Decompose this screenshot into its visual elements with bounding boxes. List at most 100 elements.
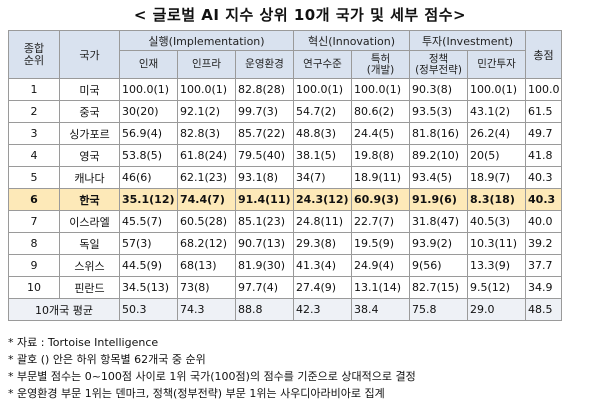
cell-env: 85.1(23) <box>235 210 294 233</box>
cell-total: 40.3 <box>525 166 563 189</box>
cell-talent: 53.8(5) <box>119 144 178 167</box>
cell-private: 18.9(7) <box>466 166 527 189</box>
note-first-places: * 운영환경 부문 1위는 덴마크, 정책(정부전략) 부문 1위는 사우디아라… <box>8 387 385 400</box>
note-scoring: * 부문별 점수는 0~100점 사이로 1위 국가(100점)의 점수를 기준… <box>8 370 416 383</box>
cell-private: 26.2(4) <box>466 122 527 145</box>
cell-rank: 9 <box>8 254 60 277</box>
table-row: 7 이스라엘 45.5(7) 60.5(28) 85.1(23) 24.8(11) 22.7… <box>8 210 563 233</box>
cell-patent: 18.9(11) <box>351 166 410 189</box>
header-talent: 인재 <box>119 50 178 79</box>
cell-env: 85.7(22) <box>235 122 294 145</box>
cell-country: 스위스 <box>59 254 120 277</box>
cell-policy: 93.9(2) <box>409 232 468 255</box>
header-country: 국가 <box>59 30 120 79</box>
cell-total: 40.0 <box>525 210 563 233</box>
header-patent-label: 특허 (개발) <box>366 52 395 76</box>
cell-env: 90.7(13) <box>235 232 294 255</box>
cell-research: 29.3(8) <box>293 232 352 255</box>
table-row: 1 미국 100.0(1) 100.0(1) 82.8(28) 100.0(1) 100.0… <box>8 78 563 101</box>
header-rank-label: 종합 순위 <box>23 41 45 67</box>
cell-country: 미국 <box>59 78 120 101</box>
cell-country: 핀란드 <box>59 276 120 299</box>
cell-private: 8.3(18) <box>466 188 527 211</box>
cell-policy: 31.8(47) <box>409 210 468 233</box>
cell-country: 영국 <box>59 144 120 167</box>
cell-patent: 19.8(8) <box>351 144 410 167</box>
cell-total: 40.3 <box>525 188 563 211</box>
average-total: 48.5 <box>525 298 563 321</box>
cell-talent: 34.5(13) <box>119 276 178 299</box>
header-env: 운영환경 <box>235 50 294 79</box>
cell-env: 82.8(28) <box>235 78 294 101</box>
cell-patent: 80.6(2) <box>351 100 410 123</box>
average-policy: 75.8 <box>409 298 468 321</box>
average-talent: 50.3 <box>119 298 178 321</box>
cell-env: 97.7(4) <box>235 276 294 299</box>
cell-country: 중국 <box>59 100 120 123</box>
cell-infra: 92.1(2) <box>177 100 236 123</box>
cell-infra: 74.4(7) <box>177 188 236 211</box>
header-total: 총점 <box>525 30 563 79</box>
header-group-row: 종합 순위 국가 실행(Implementation) 혁신(Innovatio… <box>8 30 563 79</box>
cell-env: 81.9(30) <box>235 254 294 277</box>
header-research: 연구수준 <box>293 50 352 79</box>
average-label: 10개국 평균 <box>8 298 120 321</box>
score-table: 종합 순위 국가 실행(Implementation) 혁신(Innovatio… <box>8 30 563 321</box>
cell-env: 99.7(3) <box>235 100 294 123</box>
cell-env: 79.5(40) <box>235 144 294 167</box>
header-innovation: 혁신(Innovation) <box>293 30 410 51</box>
cell-infra: 68.2(12) <box>177 232 236 255</box>
cell-patent: 24.9(4) <box>351 254 410 277</box>
cell-policy: 89.2(10) <box>409 144 468 167</box>
cell-country: 이스라엘 <box>59 210 120 233</box>
cell-rank: 7 <box>8 210 60 233</box>
cell-private: 13.3(9) <box>466 254 527 277</box>
header-rank: 종합 순위 <box>8 30 60 79</box>
cell-patent: 22.7(7) <box>351 210 410 233</box>
cell-country: 한국 <box>59 188 120 211</box>
cell-country: 독일 <box>59 232 120 255</box>
cell-private: 40.5(3) <box>466 210 527 233</box>
table-row: 5 캐나다 46(6) 62.1(23) 93.1(8) 34(7) 18.9(11) 93.… <box>8 166 563 189</box>
header-policy-label: 정책 (정부전략) <box>415 52 462 76</box>
cell-research: 38.1(5) <box>293 144 352 167</box>
note-source: * 자료 : Tortoise Intelligence <box>8 336 159 349</box>
cell-policy: 81.8(16) <box>409 122 468 145</box>
cell-rank: 4 <box>8 144 60 167</box>
table-row: 8 독일 57(3) 68.2(12) 90.7(13) 29.3(8) 19.5(9) 93… <box>8 232 563 255</box>
table-row: 2 중국 30(20) 92.1(2) 99.7(3) 54.7(2) 80.6(2) 93.… <box>8 100 563 123</box>
cell-country: 캐나다 <box>59 166 120 189</box>
cell-infra: 82.8(3) <box>177 122 236 145</box>
average-private: 29.0 <box>466 298 527 321</box>
cell-private: 100.0(1) <box>466 78 527 101</box>
cell-total: 39.2 <box>525 232 563 255</box>
notes: * 자료 : Tortoise Intelligence * 괄호 () 안은 … <box>8 334 598 402</box>
cell-research: 27.4(9) <box>293 276 352 299</box>
cell-infra: 61.8(24) <box>177 144 236 167</box>
table-row: 3 싱가포르 56.9(4) 82.8(3) 85.7(22) 48.8(3) 24.4(5… <box>8 122 563 145</box>
table-row: 6 한국 35.1(12) 74.4(7) 91.4(11) 24.3(12) 60.9(3… <box>8 188 563 211</box>
cell-talent: 46(6) <box>119 166 178 189</box>
header-implementation: 실행(Implementation) <box>119 30 294 51</box>
header-patent: 특허 (개발) <box>351 50 410 79</box>
cell-policy: 82.7(15) <box>409 276 468 299</box>
cell-env: 93.1(8) <box>235 166 294 189</box>
cell-private: 20(5) <box>466 144 527 167</box>
cell-total: 61.5 <box>525 100 563 123</box>
cell-talent: 35.1(12) <box>119 188 178 211</box>
cell-rank: 2 <box>8 100 60 123</box>
cell-total: 41.8 <box>525 144 563 167</box>
table-row: 10 핀란드 34.5(13) 73(8) 97.7(4) 27.4(9) 13.1(14)… <box>8 276 563 299</box>
header-infra: 인프라 <box>177 50 236 79</box>
cell-talent: 57(3) <box>119 232 178 255</box>
average-patent: 38.4 <box>351 298 410 321</box>
cell-patent: 24.4(5) <box>351 122 410 145</box>
cell-policy: 93.4(5) <box>409 166 468 189</box>
cell-research: 48.8(3) <box>293 122 352 145</box>
average-row: 10개국 평균 50.3 74.3 88.8 42.3 38.4 75.8 29.0 48.5 <box>8 298 563 321</box>
cell-patent: 13.1(14) <box>351 276 410 299</box>
cell-policy: 93.5(3) <box>409 100 468 123</box>
header-policy: 정책 (정부전략) <box>409 50 468 79</box>
cell-patent: 60.9(3) <box>351 188 410 211</box>
cell-policy: 9(56) <box>409 254 468 277</box>
